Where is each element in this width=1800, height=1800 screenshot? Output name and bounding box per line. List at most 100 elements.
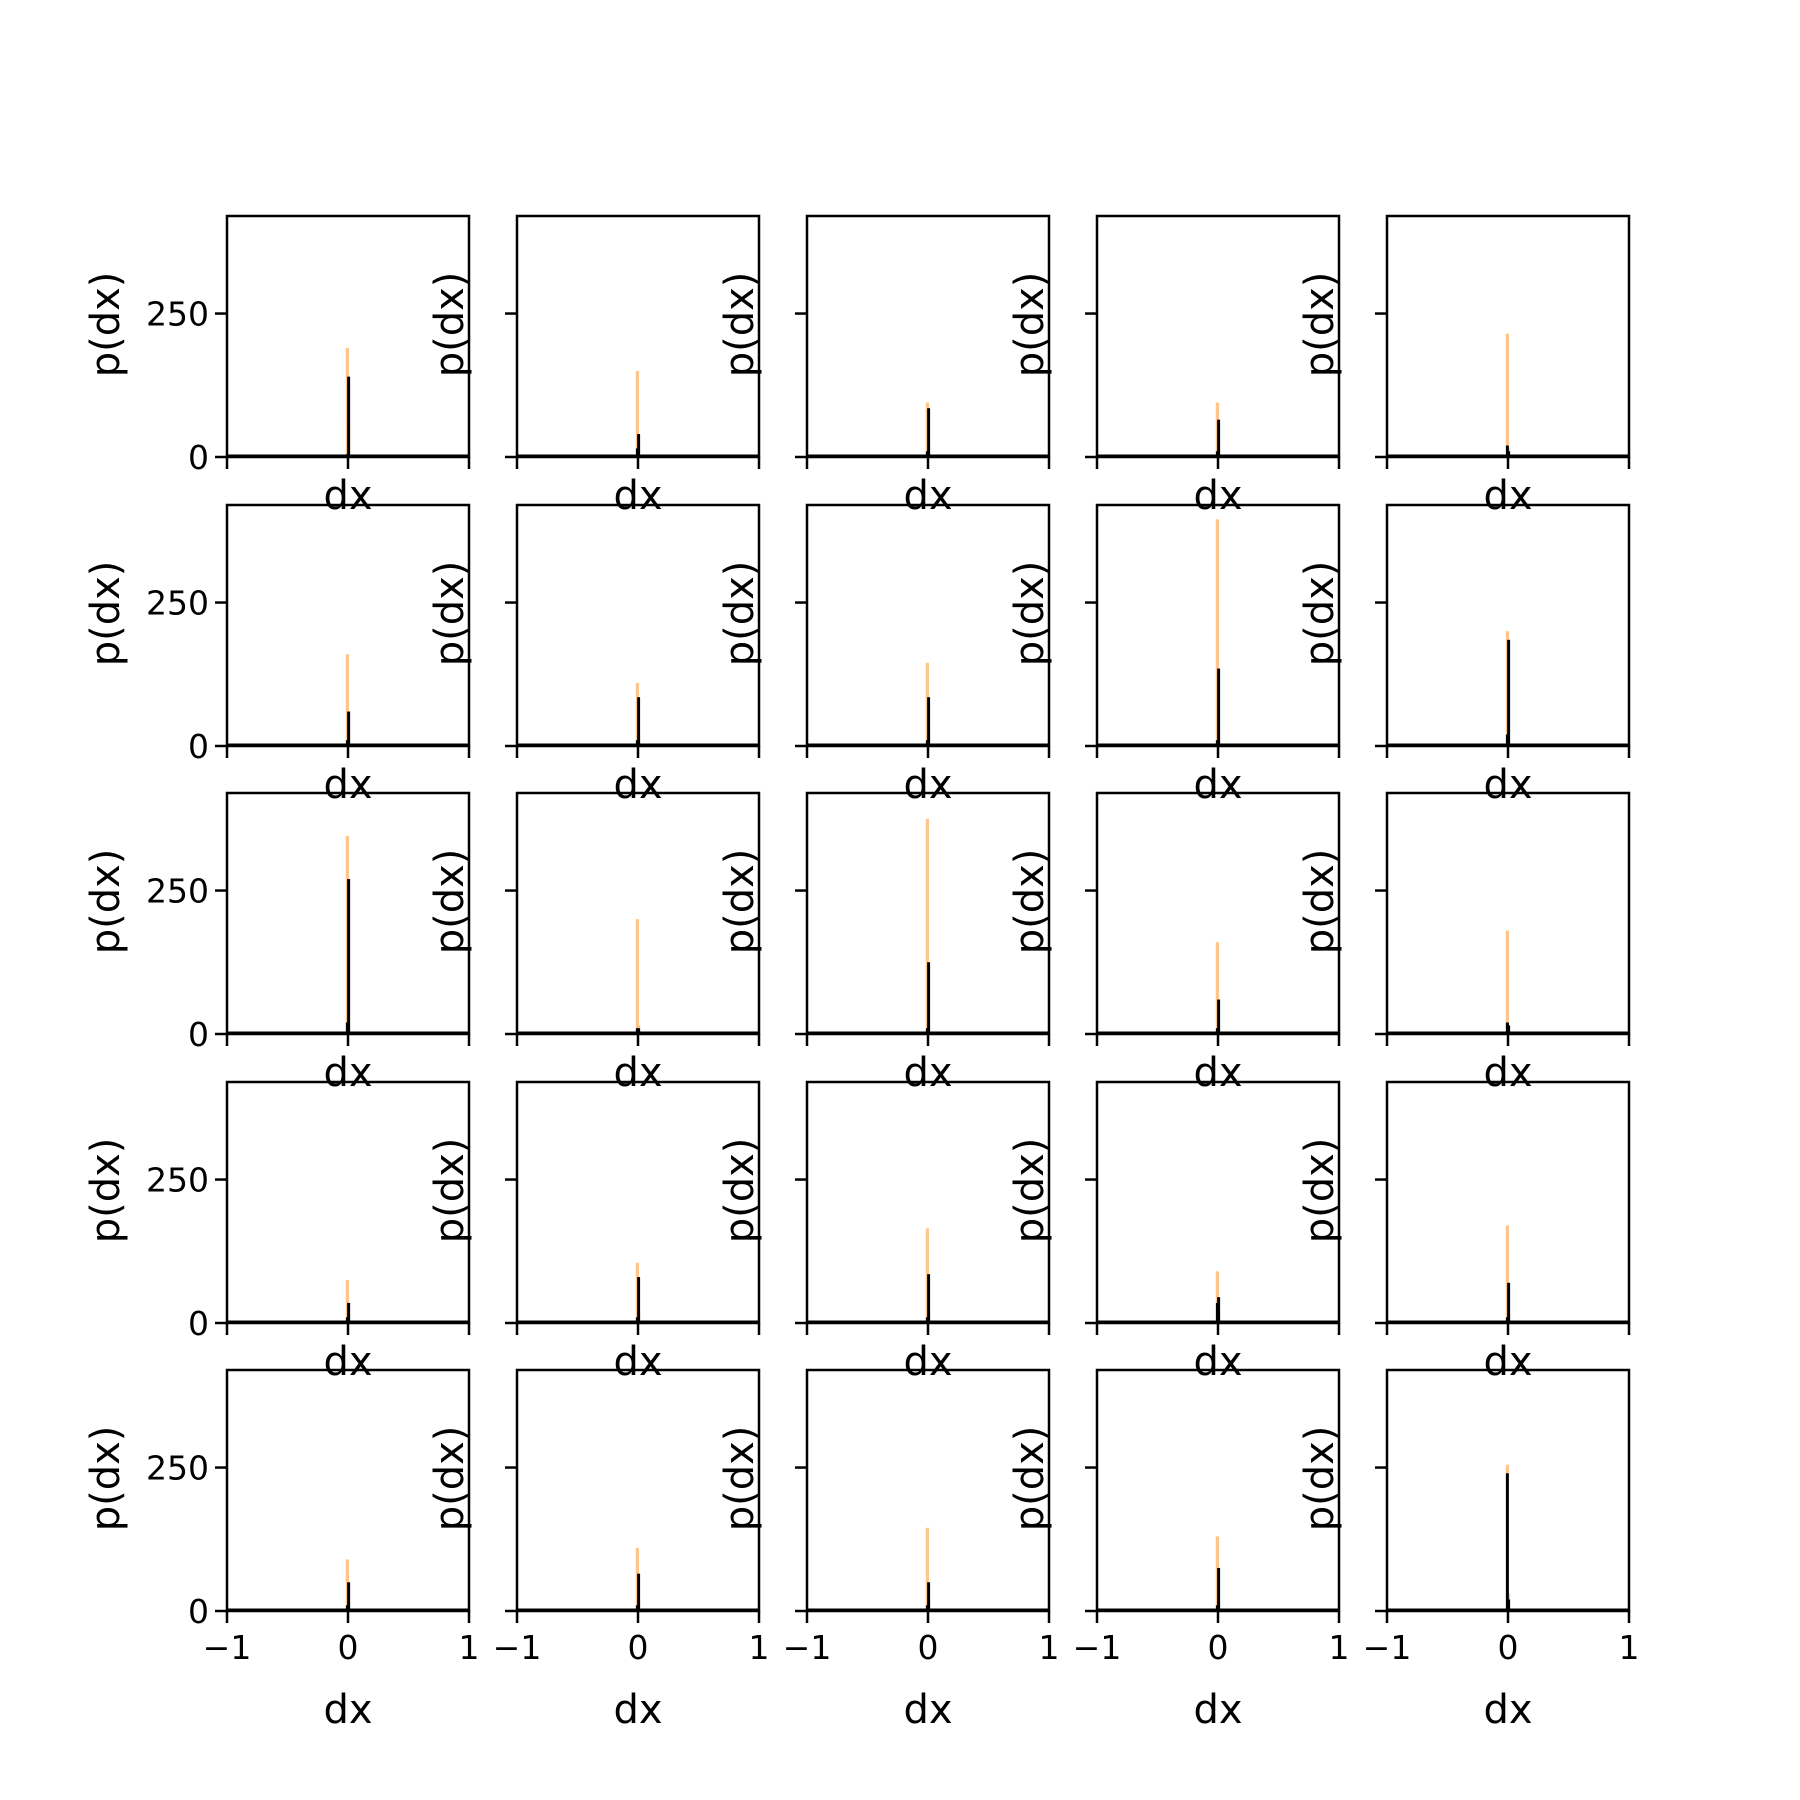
y-axis-label: p(dx): [83, 1426, 129, 1532]
subplot-r3-c5: dx p(dx): [1297, 791, 1631, 1096]
histogram-bar-black: [347, 1582, 351, 1611]
y-tick-label: 0: [188, 727, 209, 766]
y-axis-label: p(dx): [1297, 272, 1343, 378]
x-axis-label: dx: [1483, 1339, 1532, 1385]
histogram-bar-black: [637, 434, 641, 457]
histogram-bar-orange: [1505, 1225, 1509, 1323]
x-axis-label: dx: [323, 1050, 372, 1096]
histogram-bar-orange: [1215, 942, 1219, 1034]
x-axis-label: dx: [613, 762, 662, 808]
histogram-bar-orange: [635, 370, 639, 457]
histogram-bar-black: [1507, 451, 1511, 457]
subplot-r5-c3: −1 0 1 dx p(dx): [717, 1368, 1060, 1733]
y-axis-label: p(dx): [83, 272, 129, 378]
histogram-bar-black: [347, 879, 351, 1034]
y-tick-label: 0: [188, 438, 209, 477]
subplot-r3-c2: dx p(dx): [427, 791, 761, 1096]
histogram-bar-black: [637, 1573, 641, 1611]
histogram-bar-black: [927, 697, 931, 746]
y-axis-label: p(dx): [1297, 561, 1343, 667]
histogram-bar-black: [1217, 668, 1221, 746]
subplot-r3-c3: dx p(dx): [717, 791, 1051, 1096]
y-axis-label: p(dx): [1007, 849, 1053, 955]
histogram-bar-black: [927, 1274, 931, 1323]
x-axis-label: dx: [613, 1050, 662, 1096]
subplot-r2-c2: dx p(dx): [427, 503, 761, 808]
x-tick-label: 1: [749, 1628, 770, 1667]
histogram-bar-orange: [1505, 930, 1509, 1034]
histogram-bar-black: [1505, 1473, 1509, 1611]
y-axis-label: p(dx): [427, 1426, 473, 1532]
y-axis-label: p(dx): [1297, 1138, 1343, 1244]
histogram-bar-orange: [1505, 333, 1509, 457]
subplot-r4-c4: dx p(dx): [1007, 1080, 1341, 1385]
subplot-grid: 0250dxp(dx)dxp(dx)dxp(dx)dxp(dx)dxp(dx)0…: [83, 214, 1640, 1733]
subplot-r2-c4: dx p(dx): [1007, 503, 1341, 808]
y-axis-label: p(dx): [1007, 561, 1053, 667]
subplot-r2-c1: 0 250 dx p(dx): [83, 503, 471, 808]
x-axis-label: dx: [1193, 1050, 1242, 1096]
histogram-bar-black: [1217, 1297, 1221, 1323]
x-axis-label: dx: [903, 1050, 952, 1096]
y-axis-label: p(dx): [717, 1426, 763, 1532]
x-axis-label: dx: [1483, 1050, 1532, 1096]
histogram-bar-orange: [925, 818, 929, 1034]
y-axis-label: p(dx): [83, 1138, 129, 1244]
x-tick-label: −1: [1073, 1628, 1122, 1667]
histogram-bar-black: [1507, 1282, 1511, 1323]
x-tick-label: 1: [459, 1628, 480, 1667]
histogram-bar-orange: [925, 1527, 929, 1611]
x-axis-label: dx: [323, 473, 372, 519]
histogram-bar-orange: [345, 654, 349, 746]
y-axis-label: p(dx): [1007, 1426, 1053, 1532]
x-axis-label: dx: [903, 762, 952, 808]
y-axis-label: p(dx): [83, 849, 129, 955]
subplot-r1-c3: dx p(dx): [717, 214, 1051, 519]
subplot-r5-c5: −1 0 1 dx p(dx): [1297, 1368, 1640, 1733]
subplot-r5-c2: −1 0 1 dx p(dx): [427, 1368, 770, 1733]
histogram-bar-black: [1217, 999, 1221, 1034]
y-tick-label: 0: [188, 1015, 209, 1054]
x-tick-label: 1: [1329, 1628, 1350, 1667]
y-tick-label: 0: [188, 1304, 209, 1343]
x-axis-label: dx: [1483, 1687, 1532, 1733]
histogram-bar-black: [1507, 639, 1511, 746]
x-tick-label: −1: [783, 1628, 832, 1667]
x-axis-label: dx: [903, 1339, 952, 1385]
x-tick-label: −1: [1363, 1628, 1412, 1667]
y-axis-label: p(dx): [427, 1138, 473, 1244]
x-axis-label: dx: [1193, 1687, 1242, 1733]
histogram-bar-orange: [1215, 519, 1219, 746]
y-tick-label: 250: [146, 295, 209, 334]
x-tick-label: 1: [1039, 1628, 1060, 1667]
y-tick-label: 0: [188, 1592, 209, 1631]
histogram-bar-black: [637, 1028, 641, 1034]
y-axis-label: p(dx): [717, 849, 763, 955]
y-axis-label: p(dx): [717, 561, 763, 667]
y-axis-label: p(dx): [1297, 849, 1343, 955]
x-axis-label: dx: [613, 473, 662, 519]
histogram-bar-black: [1217, 419, 1221, 457]
y-axis-label: p(dx): [1007, 272, 1053, 378]
x-tick-label: 0: [918, 1628, 939, 1667]
subplot-r4-c1: 0 250 dx p(dx): [83, 1080, 471, 1385]
histogram-bar-black: [1217, 1567, 1221, 1611]
subplot-r1-c2: dx p(dx): [427, 214, 761, 519]
x-tick-label: 0: [628, 1628, 649, 1667]
x-tick-label: 1: [1619, 1628, 1640, 1667]
histogram-bar-black: [347, 1302, 351, 1323]
histogram-bar-orange: [1215, 1271, 1219, 1323]
x-axis-label: dx: [1483, 473, 1532, 519]
y-axis-label: p(dx): [1297, 1426, 1343, 1532]
y-tick-label: 250: [146, 584, 209, 623]
y-tick-label: 250: [146, 1449, 209, 1488]
y-axis-label: p(dx): [1007, 1138, 1053, 1244]
x-axis-label: dx: [613, 1339, 662, 1385]
subplot-r2-c5: dx p(dx): [1297, 503, 1631, 808]
x-axis-label: dx: [323, 1687, 372, 1733]
x-tick-label: 0: [1208, 1628, 1229, 1667]
y-axis-label: p(dx): [83, 561, 129, 667]
